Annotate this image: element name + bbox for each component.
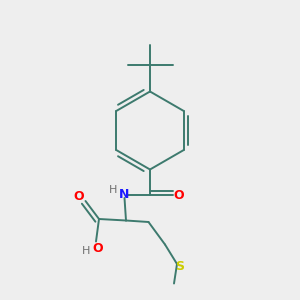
Text: H: H [82, 245, 91, 256]
Text: O: O [74, 190, 84, 203]
Text: H: H [109, 184, 117, 195]
Text: O: O [92, 242, 103, 255]
Text: N: N [119, 188, 130, 201]
Text: O: O [174, 188, 184, 202]
Text: S: S [175, 260, 184, 273]
